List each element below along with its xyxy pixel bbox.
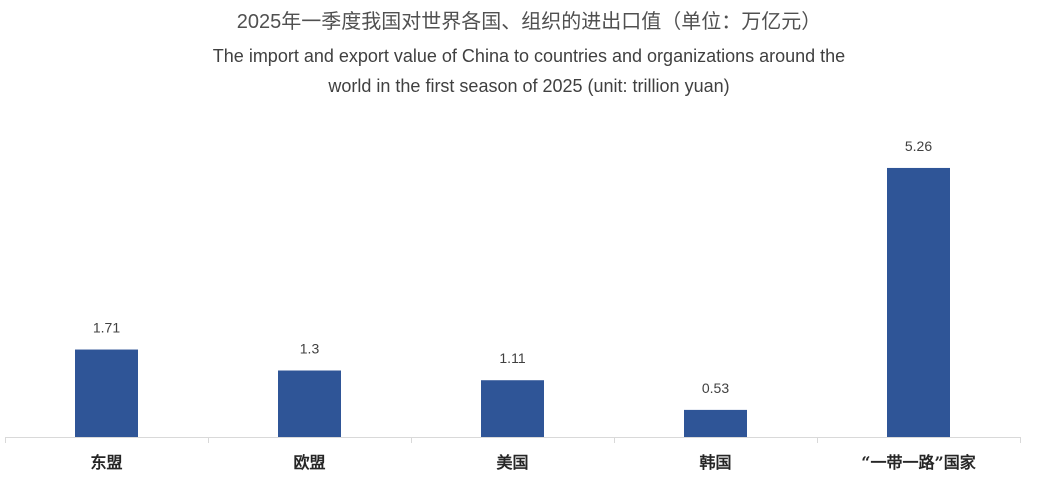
data-label: 5.26	[905, 138, 932, 154]
chart-subtitle-line-2: world in the first season of 2025 (unit:…	[328, 76, 730, 96]
data-label: 1.3	[300, 341, 320, 357]
bar	[278, 370, 341, 437]
data-label: 0.53	[702, 380, 729, 396]
x-tick-label: 美国	[496, 453, 528, 472]
data-labels-group: 1.71 1.3 1.11 0.53 5.26	[93, 138, 932, 396]
bar	[887, 167, 950, 438]
bar	[481, 380, 544, 437]
x-tick-label: 韩国	[699, 453, 731, 472]
bar	[75, 349, 138, 437]
chart-title: 2025年一季度我国对世界各国、组织的进出口值（单位：万亿元）	[236, 11, 822, 33]
x-tick-label: 东盟	[90, 453, 122, 472]
x-axis: 东盟 欧盟 美国 韩国 “一带一路”国家	[5, 437, 1021, 472]
bars-group	[75, 167, 950, 438]
x-tick-label: 欧盟	[293, 453, 325, 472]
x-tick-label: “一带一路”国家	[861, 453, 976, 472]
chart-subtitle-line-1: The import and export value of China to …	[212, 46, 846, 66]
data-label: 1.71	[93, 320, 120, 336]
data-label: 1.11	[499, 350, 525, 366]
bar	[684, 409, 747, 437]
